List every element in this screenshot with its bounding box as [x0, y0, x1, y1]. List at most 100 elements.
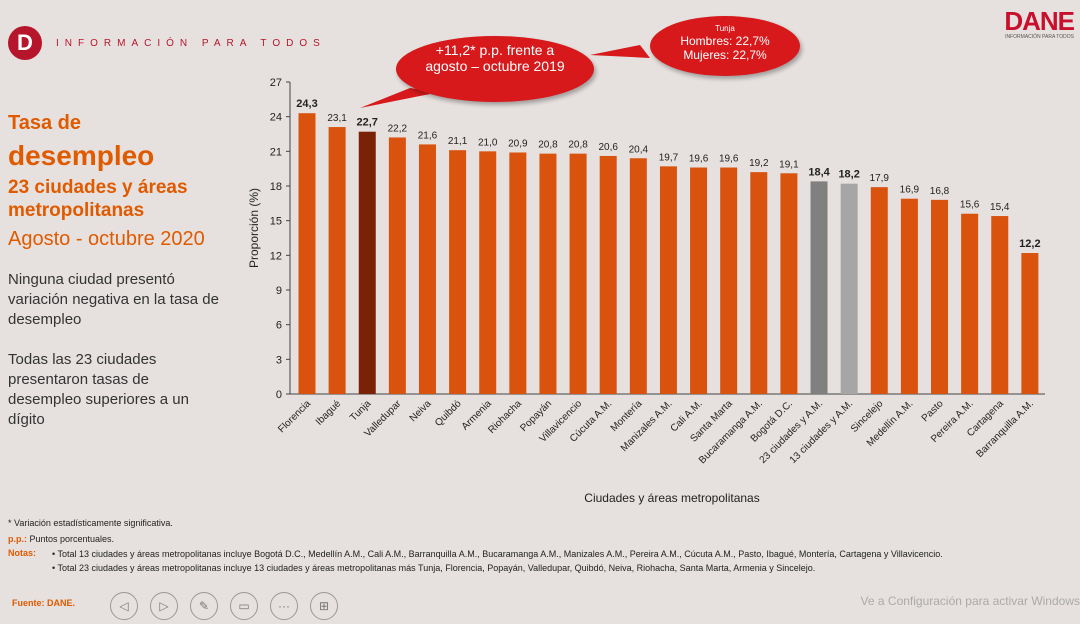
data-label: 23,1 — [327, 113, 347, 124]
source: Fuente: DANE. — [12, 598, 75, 608]
x-tick-label: Florencia — [276, 398, 313, 435]
callout-tunja-men: Hombres: 22,7% — [680, 34, 770, 48]
x-tick-label: Neiva — [408, 398, 434, 424]
data-label: 15,6 — [960, 200, 980, 211]
windows-activation-watermark: Ve a Configuración para activar Windows — [860, 594, 1080, 608]
bar-Popayán — [539, 153, 557, 394]
y-tick-label: 18 — [270, 181, 282, 193]
tagline: INFORMACIÓN PARA TODOS — [56, 38, 326, 49]
bar-Villavicencio — [569, 153, 587, 394]
text-negative-variation: Ninguna ciudad presentó variación negati… — [8, 271, 219, 328]
callout-tunja-women: Mujeres: 22,7% — [683, 48, 767, 62]
bar-Bucaramanga A.M. — [750, 172, 768, 394]
dane-brand: DANE INFORMACIÓN PARA TODOS — [1004, 6, 1075, 40]
data-label: 24,3 — [296, 98, 317, 110]
brand-name: DANE — [1004, 6, 1075, 36]
bar-Barranquilla A.M. — [1021, 253, 1039, 394]
data-label: 19,1 — [779, 159, 799, 170]
bubble-tail-tunja — [590, 45, 650, 58]
bar-Quibdó — [449, 150, 467, 394]
bar-Santa Marta — [720, 167, 738, 394]
data-label: 19,6 — [719, 154, 739, 165]
data-label: 22,7 — [357, 117, 378, 129]
data-label: 20,6 — [598, 142, 618, 153]
prev-slide-button[interactable]: ◁ — [110, 592, 138, 620]
bar-Armenia — [479, 151, 497, 394]
data-label: 19,2 — [749, 158, 769, 169]
bar-chart: 0 3 6 9 12 15 18 21 24 27 24,3 Florencia 23,1 Ibagué 2… — [247, 45, 1045, 505]
bar-Riohacha — [509, 152, 527, 394]
note-13-cities: • Total 13 ciudades y áreas metropolitan… — [52, 549, 943, 559]
y-tick-label: 15 — [270, 216, 282, 228]
bar-Sincelejo — [870, 187, 888, 394]
x-tick-label: Barranquilla A.M. — [974, 398, 1036, 460]
callout-main-text: +11,2* p.p. frente a agosto – octubre 20… — [425, 42, 565, 74]
y-tick-label: 9 — [276, 285, 282, 297]
callout-tunja: Tunja Hombres: 22,7% Mujeres: 22,7% — [650, 16, 800, 76]
bar-Bogotá D.C. — [780, 173, 798, 394]
y-tick-label: 0 — [276, 389, 282, 401]
callout-tunja-title: Tunja — [715, 24, 735, 33]
data-label: 20,9 — [508, 138, 528, 149]
title-line1: Tasa de — [8, 112, 81, 134]
text-double-digit: Todas las 23 ciudades presentaron tasas … — [8, 351, 189, 428]
screen-icon[interactable]: ▭ — [230, 592, 258, 620]
bar-Neiva — [418, 144, 436, 394]
zoom-slide-icon[interactable]: ⊞ — [310, 592, 338, 620]
data-label: 20,4 — [629, 144, 649, 155]
data-label: 19,7 — [659, 152, 679, 163]
bar-13 ciudades y A.M. — [840, 183, 858, 394]
data-label: 16,8 — [930, 186, 950, 197]
bar-Florencia — [298, 113, 316, 394]
pp-text: Puntos porcentuales. — [27, 534, 115, 544]
footnote-notes: Notas: • Total 13 ciudades y áreas metro… — [8, 548, 1068, 573]
bar-23 ciudades y A.M. — [810, 181, 828, 394]
y-tick-label: 24 — [270, 112, 282, 124]
bar-Valledupar — [388, 137, 406, 394]
data-label: 19,6 — [689, 154, 709, 165]
x-tick-label: Ibagué — [314, 398, 344, 428]
bar-Medellín A.M. — [900, 198, 918, 394]
notas-label: Notas: — [8, 548, 37, 558]
footnote-significant: * Variación estadísticamente significati… — [8, 518, 173, 528]
bar-Cartagena — [991, 216, 1009, 394]
next-slide-button[interactable]: ▷ — [150, 592, 178, 620]
more-options-icon[interactable]: ··· — [270, 592, 298, 620]
data-label: 20,8 — [538, 140, 558, 151]
title-line2: desempleo — [8, 140, 155, 171]
bar-Tunja — [358, 131, 376, 394]
bubble-tail-main — [360, 88, 440, 108]
y-tick-label: 21 — [270, 146, 282, 158]
pen-icon[interactable]: ✎ — [190, 592, 218, 620]
data-label: 21,6 — [418, 130, 438, 141]
note-23-cities: • Total 23 ciudades y áreas metropolitan… — [52, 563, 816, 573]
x-tick-label: Pasto — [920, 398, 946, 424]
data-label: 20,8 — [568, 140, 588, 151]
y-tick-label: 27 — [270, 77, 282, 89]
title-line4: Agosto - octubre 2020 — [8, 228, 205, 250]
data-label: 12,2 — [1019, 238, 1040, 250]
brand-sub: INFORMACIÓN PARA TODOS — [1005, 34, 1074, 40]
bar-Montería — [629, 158, 647, 394]
data-label: 21,0 — [478, 137, 498, 148]
data-label: 18,2 — [838, 169, 859, 181]
data-label: 16,9 — [900, 185, 920, 196]
data-label: 18,4 — [808, 166, 830, 178]
pp-label: p.p.: — [8, 534, 27, 544]
y-tick-label: 6 — [276, 320, 282, 332]
dane-logo-icon: D — [8, 26, 42, 60]
bar-Pasto — [931, 199, 949, 394]
data-label: 15,4 — [990, 202, 1010, 213]
footnote-pp: p.p.: Puntos porcentuales. — [8, 534, 114, 544]
x-axis-title: Ciudades y áreas metropolitanas — [584, 491, 759, 505]
y-axis-title: Proporción (%) — [247, 188, 261, 268]
title-line3: 23 ciudades y áreas metropolitanas — [8, 177, 188, 221]
bar-Cali A.M. — [690, 167, 708, 394]
bar-Cúcuta A.M. — [599, 155, 617, 394]
data-label: 17,9 — [870, 173, 890, 184]
x-tick-label: Riohacha — [486, 398, 524, 436]
y-tick-label: 3 — [276, 354, 282, 366]
data-label: 22,2 — [388, 123, 408, 134]
bar-Ibagué — [328, 127, 346, 395]
bar-Manizales A.M. — [659, 166, 677, 394]
